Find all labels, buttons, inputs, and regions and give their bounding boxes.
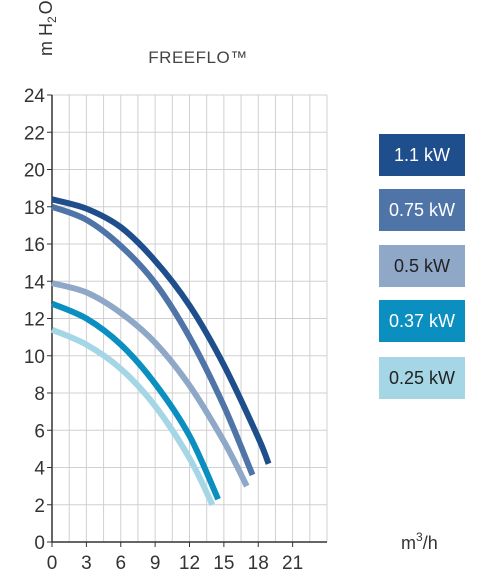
grid (47, 94, 328, 547)
x-tick-label: 12 (179, 553, 200, 574)
y-tick-label: 6 (34, 421, 45, 442)
y-tick-label: 16 (24, 235, 45, 256)
y-tick-label: 4 (34, 459, 45, 480)
x-tick-label: 3 (81, 553, 92, 574)
series-line-4 (50, 326, 216, 507)
series-line-1 (50, 203, 256, 477)
legend-item-1: 0.75 kW (379, 189, 465, 231)
x-tick-label: 15 (213, 553, 234, 574)
series-line-2 (51, 280, 250, 488)
y-tick-label: 22 (24, 123, 45, 144)
x-tick-label: 18 (248, 553, 269, 574)
chart-title: FREEFLO™ (148, 48, 247, 67)
y-axis-label: m H2O (36, 0, 59, 56)
x-tick-label: 9 (150, 553, 161, 574)
y-tick-label: 12 (24, 310, 45, 331)
y-tick-label: 20 (24, 161, 45, 182)
legend-item-2: 0.5 kW (379, 245, 465, 287)
legend-item-3: 0.37 kW (379, 300, 465, 342)
y-tick-label: 18 (24, 198, 45, 219)
x-tick-label: 0 (47, 553, 58, 574)
x-tick-label: 21 (282, 553, 303, 574)
y-tick-label: 2 (34, 496, 45, 517)
y-tick-label: 8 (34, 384, 45, 405)
y-tick-label: 14 (24, 272, 46, 293)
legend-item-0: 1.1 kW (379, 134, 465, 176)
x-axis-label: m3/h (401, 530, 438, 553)
series-line-0 (51, 196, 272, 465)
legend-item-4: 0.25 kW (379, 357, 465, 399)
y-tick-label: 24 (24, 86, 46, 107)
series-lines (50, 196, 272, 507)
y-tick-label: 10 (24, 347, 45, 368)
y-tick-label: 0 (34, 533, 45, 554)
series-line-3 (50, 300, 221, 501)
x-tick-label: 6 (115, 553, 126, 574)
